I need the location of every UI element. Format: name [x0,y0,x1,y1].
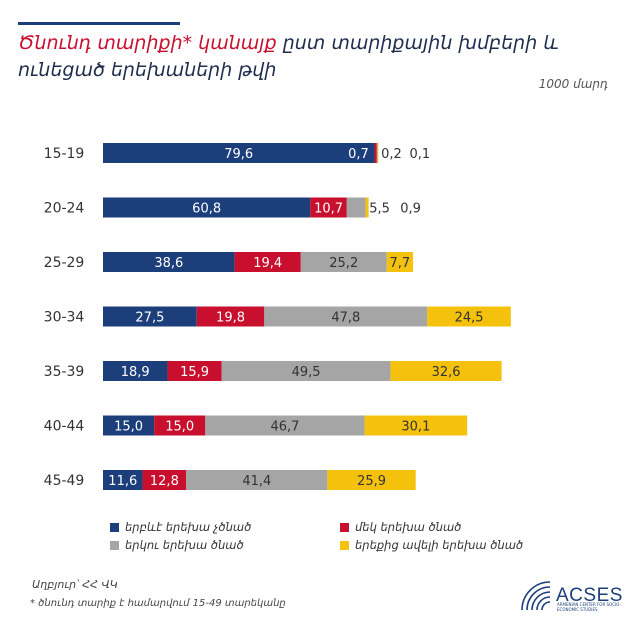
data-label: 0,7 [348,147,369,162]
legend-item-one: մեկ երեխա ծնած [340,520,461,534]
bar-segment [386,252,413,272]
legend-swatch-one [340,522,349,532]
legend-item-two: երկու երեխա ծնած [110,538,244,552]
data-label: 38,6 [154,256,183,271]
category-label: 25-29 [44,255,85,271]
data-label: 49,5 [292,365,321,380]
bar-segment [103,361,168,381]
data-label: 0,1 [410,147,431,162]
chart-title-highlight: Ծնունդ տարիքի* կանայք [18,32,277,54]
bar-segment [364,415,468,436]
category-label: 30-34 [44,310,85,326]
data-label: 12,8 [150,474,179,489]
data-label: 24,5 [455,311,484,326]
bar-segment [390,361,502,381]
legend-item-three-plus: երեքից ավելի երեխա ծնած [340,538,523,552]
bar-segment [196,306,265,327]
acses-logo-mark-icon [521,581,551,611]
category-label: 40-44 [44,419,85,435]
acses-logo-subtitle: ARMENIAN CENTER FOR SOCIO-ECONOMIC STUDI… [557,602,621,612]
data-label: 5,5 [369,202,390,217]
unit-label: 1000 մարդ [538,77,608,91]
legend-swatch-three-plus [340,540,349,550]
bar-segment [374,143,377,163]
data-label: 32,6 [432,365,461,380]
bar-segment [103,415,155,436]
legend-label-one: մեկ երեխա ծնած [355,520,462,534]
bar-segment [103,143,375,163]
bar-segment [264,306,428,327]
data-label: 15,0 [165,420,194,435]
data-label: 27,5 [135,311,164,326]
data-label: 47,8 [331,311,360,326]
bar-segment [234,252,301,272]
legend-label-two: երկու երեխա ծնած [125,538,244,552]
legend-swatch-two [110,540,119,550]
data-label: 19,4 [253,256,282,271]
data-label: 25,2 [329,256,358,271]
legend-label-three-plus: երեքից ավելի երեխա ծնած [355,538,524,552]
bar-segment [167,361,222,381]
data-label: 25,9 [357,474,386,489]
chart-title: Ծնունդ տարիքի* կանայք ըստ տարիքային խմբե… [18,30,618,84]
category-label: 15-19 [44,146,85,162]
data-label: 7,7 [389,256,410,271]
bar-segment [221,361,391,381]
data-label: 41,4 [242,474,271,489]
data-label: 19,8 [216,311,245,326]
category-label: 35-39 [44,364,85,380]
stacked-bar-chart: 15-19 79,6 0,7 0,2 0,1 20-24 60,8 10,7 5,5 0,9 25-… [44,143,511,490]
data-label: 60,8 [192,202,221,217]
bar-segment [103,470,143,490]
chart-title-rest: ըստ տարիքային խմբերի և ունեցած երեխաների… [18,32,559,81]
data-label: 11,6 [108,474,137,489]
acses-logo-text: ACSES [556,585,623,606]
bar-segment [103,197,311,218]
bar-segment [427,306,511,327]
bar-segment [300,252,387,272]
bar-segment [377,143,379,163]
category-label: 45-49 [44,473,85,489]
bar-segment [376,143,378,163]
legend-swatch-none [110,522,119,532]
bar-segment [154,415,206,436]
bar-segment [205,415,365,436]
data-label: 15,0 [114,420,143,435]
data-label: 79,6 [224,147,253,162]
bar-segment [310,197,347,218]
data-label: 46,7 [270,420,299,435]
data-label: 30,1 [401,420,430,435]
category-label: 20-24 [44,201,85,217]
legend-item-none: երբևէ երեխա չծնած [110,520,251,534]
source-note: Աղբյուր՝ ՀՀ ՎԿ [32,578,118,591]
data-label: 0,2 [381,147,402,162]
title-accent-line [18,22,180,25]
bar-segment [103,306,197,327]
legend-label-none: երբևէ երեխա չծնած [125,520,252,534]
bar-segment [186,470,328,490]
data-label: 18,9 [121,365,150,380]
bar-segment [346,197,366,218]
data-label: 0,9 [400,202,421,217]
bar-segment [103,252,235,272]
bar-segment [142,470,187,490]
bar-segment [365,197,369,218]
acses-logo: ACSES ARMENIAN CENTER FOR SOCIO-ECONOMIC… [520,580,623,612]
bar-segment [327,470,416,490]
data-label: 10,7 [314,202,343,217]
footnote: * ծնունդ տարիք է համարվում 15-49 տարեկան… [30,598,286,609]
data-label: 15,9 [180,365,209,380]
